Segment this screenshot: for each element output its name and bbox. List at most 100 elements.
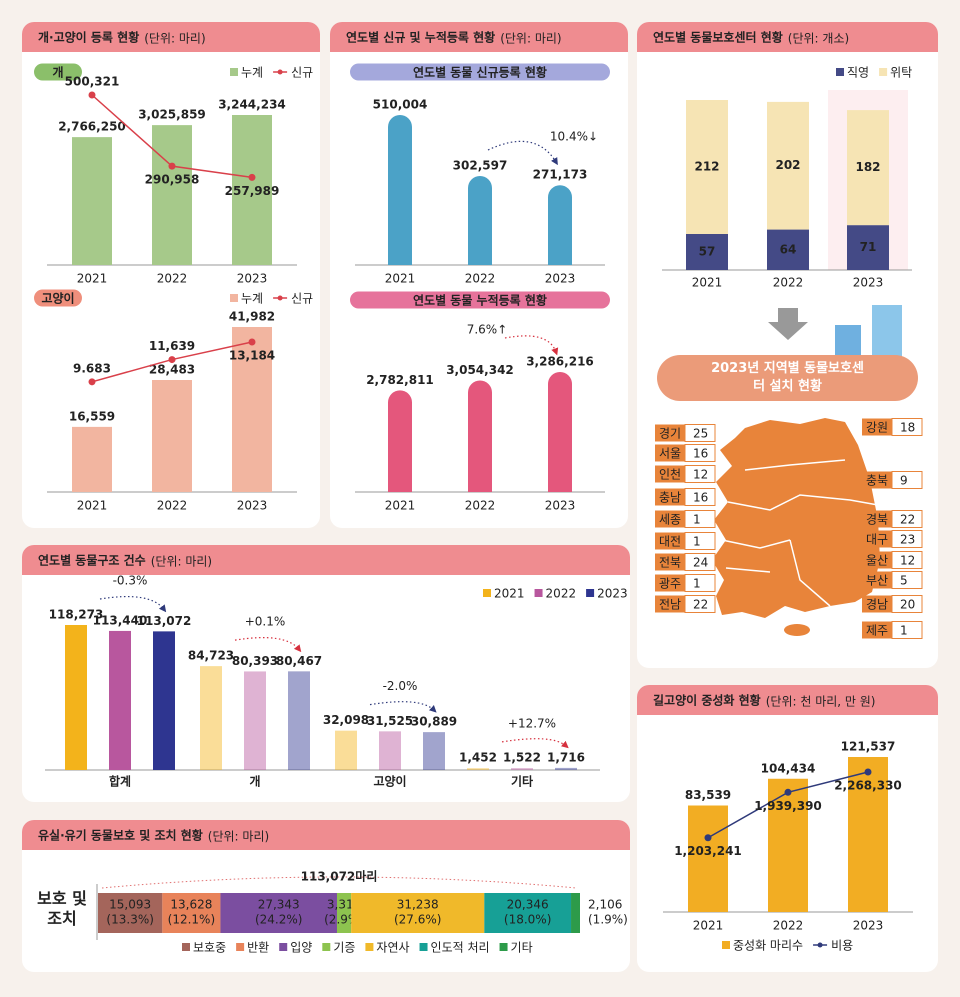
bar-value-label: 3,054,342 — [446, 363, 514, 377]
bar — [153, 631, 175, 770]
region-name: 서울 — [659, 447, 681, 461]
segment-label: 64 — [780, 242, 797, 256]
legend-marker — [277, 69, 283, 75]
region-name-box — [862, 418, 892, 436]
region-name-box — [862, 595, 892, 613]
chart-label-pill — [34, 63, 82, 81]
legend-swatch — [879, 68, 888, 76]
region-value: 24 — [693, 556, 708, 570]
line-value-label: 500,321 — [65, 75, 120, 89]
line-value-label: 1,939,390 — [754, 799, 822, 813]
bar-segment — [220, 893, 337, 933]
bar-segment — [162, 893, 221, 933]
line-point — [864, 768, 872, 776]
region-value-box — [891, 418, 923, 436]
line-value-label: 13,184 — [229, 349, 275, 363]
region-name-box — [862, 551, 892, 569]
bar-value-label: 1,716 — [547, 750, 585, 764]
segment-share: (12.1%) — [168, 913, 215, 927]
x-tick-label: 2023 — [545, 499, 576, 513]
bar — [152, 125, 192, 265]
region-value-box — [684, 424, 716, 442]
legend-swatch — [182, 943, 190, 951]
legend-swatch — [230, 294, 238, 302]
legend-label: 직영 — [847, 66, 869, 80]
legend-swatch — [483, 589, 491, 597]
region-name: 세종 — [659, 513, 681, 527]
bar — [72, 137, 112, 265]
legend-label: 보호중 — [193, 941, 226, 955]
panel-header — [330, 22, 628, 52]
line-point — [88, 378, 96, 386]
panel-header — [22, 22, 320, 52]
line-point — [88, 91, 96, 99]
bar — [467, 768, 489, 770]
annotation: -0.3% — [113, 574, 148, 588]
segment-label: 27,343 — [258, 898, 300, 912]
trend-arrow — [99, 595, 167, 613]
region-value-box — [684, 574, 716, 592]
legend-swatch — [279, 943, 288, 951]
chart-label-pill — [34, 289, 82, 307]
region-value: 5 — [900, 574, 908, 588]
chart-label: 연도별 동물 누적등록 현황 — [413, 293, 547, 308]
panel-header — [637, 685, 938, 715]
chart-label: 개 — [52, 66, 63, 80]
x-tick-label: 2021 — [77, 499, 108, 513]
region-value: 18 — [900, 421, 915, 435]
bar — [232, 115, 272, 265]
legend-label: 비용 — [831, 939, 853, 953]
region-name: 경남 — [866, 598, 888, 612]
bar — [511, 768, 533, 770]
row-label: 보호 및 조치 — [37, 889, 87, 928]
x-tick-label: 개 — [249, 775, 260, 789]
segment-share: (18.0%) — [504, 913, 551, 927]
chart-label: 연도별 동물 신규등록 현황 — [413, 65, 547, 80]
legend-label: 누계 — [241, 66, 263, 80]
bar-value-label: 41,982 — [229, 310, 275, 324]
bar — [423, 732, 445, 770]
bar-value-label: 113,072 — [137, 614, 192, 628]
region-name: 부산 — [866, 574, 888, 588]
panel-title: 길고양이 중성화 현황 — [653, 693, 761, 708]
legend-swatch — [499, 943, 508, 951]
segment-label: 13,628 — [170, 898, 212, 912]
region-value: 1 — [693, 513, 701, 527]
legend-swatch — [365, 943, 374, 951]
bar — [468, 380, 492, 492]
x-tick-label: 2022 — [465, 499, 496, 513]
panel-unit: (단위: 마리) — [500, 32, 561, 46]
region-name-box — [655, 465, 685, 483]
bar-segment — [686, 233, 728, 270]
legend-label: 중성화 마리수 — [733, 939, 803, 953]
legend-label: 반환 — [247, 941, 269, 955]
jeju — [784, 624, 810, 636]
region-name-box — [655, 595, 685, 613]
bar-value-label: 121,537 — [841, 740, 896, 754]
region-value-box — [891, 551, 923, 569]
region-value-box — [891, 621, 923, 639]
bar — [200, 666, 222, 770]
building — [872, 305, 902, 357]
legend-marker — [277, 295, 283, 301]
x-tick-label: 2022 — [157, 272, 188, 286]
region-name-box — [655, 424, 685, 442]
panel-header — [22, 820, 630, 850]
legend-swatch — [836, 68, 844, 76]
bar — [388, 390, 412, 492]
region-name: 전남 — [659, 598, 681, 612]
bar — [244, 671, 266, 770]
panel-unit: (단위: 마리) — [151, 555, 212, 569]
annotation: +0.1% — [245, 615, 286, 629]
legend-label: 2021 — [494, 587, 525, 601]
bar — [109, 630, 131, 770]
segment-share: (1.9%) — [588, 913, 628, 927]
region-value: 20 — [900, 598, 915, 612]
region-name: 경북 — [866, 513, 888, 527]
bar-segment — [847, 110, 889, 226]
region-value: 22 — [900, 513, 915, 527]
panel-header — [22, 545, 630, 575]
segment-label: 15,093 — [109, 898, 151, 912]
legend-swatch — [586, 589, 595, 597]
